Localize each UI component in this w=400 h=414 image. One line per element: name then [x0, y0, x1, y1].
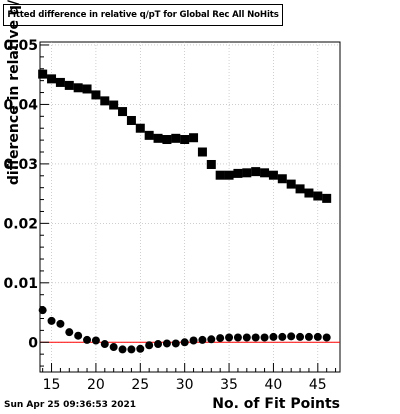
y-tick-label: 0.03: [3, 157, 38, 173]
circle-marker-point: [74, 331, 83, 340]
circle-marker-point: [127, 345, 136, 354]
circle-marker-point: [47, 316, 56, 325]
circle-marker-point: [260, 333, 269, 342]
square-marker-point: [189, 133, 199, 143]
x-tick-label: 40: [265, 377, 283, 393]
circle-marker-point: [91, 336, 100, 345]
circle-marker-point: [278, 332, 287, 341]
circle-marker-point: [269, 332, 278, 341]
square-marker-point: [135, 123, 145, 133]
circle-marker-point: [56, 319, 65, 328]
circle-marker-point: [154, 340, 163, 349]
square-marker-point: [197, 147, 207, 157]
circle-marker-point: [136, 344, 145, 353]
square-marker-point: [233, 168, 243, 178]
square-marker-point: [224, 170, 234, 180]
x-tick-label: 20: [87, 377, 105, 393]
circle-marker-point: [313, 332, 322, 341]
square-marker-point: [144, 130, 154, 140]
circle-marker-point: [162, 339, 171, 348]
y-tick-label: 0.04: [3, 97, 38, 113]
series-layer: [38, 69, 332, 354]
x-tick-label: 45: [309, 377, 327, 393]
square-marker-point: [100, 96, 110, 106]
circle-marker-point: [225, 333, 234, 342]
plot-frame: [39, 41, 341, 373]
chart-title: Fitted difference in relative q/pT for G…: [3, 4, 283, 26]
y-axis-label: difference in relative q/p: [6, 0, 22, 186]
circle-marker-point: [198, 335, 207, 344]
square-marker-point: [73, 83, 83, 93]
square-marker-point: [251, 167, 261, 177]
square-marker-point: [82, 84, 92, 94]
timestamp: Sun Apr 25 09:36:53 2021: [4, 400, 137, 410]
square-marker-point: [215, 170, 225, 180]
circle-marker-point: [118, 345, 127, 354]
x-tick-label: 25: [131, 377, 149, 393]
square-marker-point: [162, 135, 172, 145]
x-tick-label: 15: [43, 377, 61, 393]
x-tick-label: 35: [220, 377, 238, 393]
square-marker-point: [286, 179, 296, 189]
y-tick-label: 0.02: [3, 216, 38, 232]
square-marker-point: [295, 184, 305, 194]
square-marker-point: [126, 115, 136, 125]
square-marker-point: [47, 74, 57, 84]
circle-marker-point: [242, 333, 251, 342]
square-marker-point: [180, 135, 190, 145]
square-marker-point: [38, 69, 48, 79]
square-marker-point: [171, 133, 181, 143]
circle-marker-point: [180, 338, 189, 347]
circle-marker-point: [233, 333, 242, 342]
y-tick-label: 0.01: [3, 276, 38, 292]
circle-marker-point: [287, 332, 296, 341]
circle-marker-point: [65, 328, 74, 337]
y-tick-label: 0.05: [3, 38, 38, 54]
square-marker-point: [304, 188, 314, 198]
circle-marker-point: [100, 340, 109, 349]
circle-marker-point: [216, 334, 225, 343]
circle-marker-point: [207, 335, 216, 344]
square-marker-point: [109, 100, 119, 110]
circle-marker-point: [38, 306, 47, 315]
circle-marker-point: [251, 333, 260, 342]
circle-marker-point: [304, 332, 313, 341]
circle-marker-point: [322, 333, 331, 342]
square-marker-point: [268, 170, 278, 180]
square-marker-point: [118, 107, 128, 117]
square-marker-point: [91, 90, 101, 100]
square-marker-point: [322, 193, 332, 203]
square-marker-point: [64, 80, 74, 90]
axis-layer: 15 20 25 30 35 40 45 0 0.01 0.02 0.03 0.04 0.05: [3, 38, 337, 393]
circle-marker-point: [296, 332, 305, 341]
circle-marker-point: [109, 343, 118, 352]
square-marker-point: [153, 133, 163, 143]
y-tick-label: 0: [28, 335, 38, 351]
circle-marker-point: [171, 339, 180, 348]
square-marker-point: [242, 168, 252, 178]
square-marker-point: [206, 159, 216, 169]
square-marker-point: [260, 168, 270, 178]
square-marker-point: [55, 77, 65, 87]
circle-marker-point: [145, 341, 154, 350]
circle-marker-point: [83, 335, 92, 344]
x-tick-label: 30: [176, 377, 194, 393]
square-marker-point: [313, 191, 323, 201]
x-axis-label: No. of Fit Points: [212, 396, 340, 412]
square-marker-point: [277, 174, 287, 184]
circle-marker-point: [189, 336, 198, 345]
